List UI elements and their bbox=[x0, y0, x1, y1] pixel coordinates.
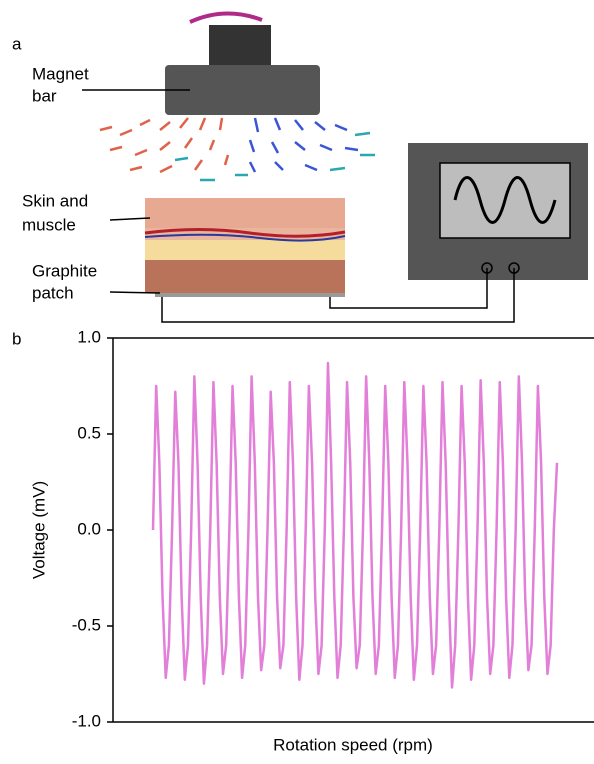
y-axis-label: Voltage (mV) bbox=[29, 481, 48, 579]
rotation-arrow bbox=[190, 13, 262, 22]
skin-label: Skin and bbox=[22, 191, 88, 210]
y-tick-label: -0.5 bbox=[72, 615, 101, 634]
fat-layer bbox=[145, 240, 345, 260]
magnet-label: Magnet bbox=[32, 64, 89, 83]
magnet-label: bar bbox=[32, 86, 57, 105]
y-tick-label: -1.0 bbox=[72, 711, 101, 730]
x-axis-label: Rotation speed (rpm) bbox=[273, 735, 433, 754]
figure: a Magnet bar bbox=[0, 0, 594, 759]
diagram: a Magnet bar bbox=[12, 13, 588, 322]
skin-layer bbox=[145, 198, 345, 228]
skin-label: muscle bbox=[22, 215, 76, 234]
muscle-layer bbox=[145, 260, 345, 293]
y-tick-label: 0.0 bbox=[77, 519, 101, 538]
patch-label: patch bbox=[32, 283, 74, 302]
field-lines bbox=[100, 118, 375, 180]
leader-line bbox=[110, 292, 160, 293]
leader-line bbox=[110, 218, 150, 220]
y-tick-label: 1.0 bbox=[77, 327, 101, 346]
panel-label: a bbox=[12, 34, 22, 53]
graphite-patch bbox=[155, 293, 345, 297]
magnet-top bbox=[209, 25, 271, 65]
y-tick-label: 0.5 bbox=[77, 423, 101, 442]
panel-label: b bbox=[12, 329, 21, 348]
voltage-line bbox=[153, 363, 557, 687]
patch-label: Graphite bbox=[32, 261, 97, 280]
